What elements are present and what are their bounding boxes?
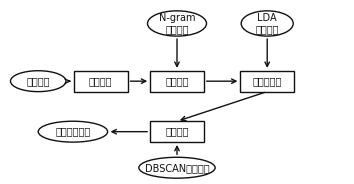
Text: N-gram
分词算法: N-gram 分词算法 (159, 13, 195, 34)
Ellipse shape (11, 71, 66, 92)
Text: 数据处理: 数据处理 (89, 76, 113, 86)
FancyBboxPatch shape (240, 71, 294, 92)
Ellipse shape (139, 157, 215, 178)
Text: 关键词提取: 关键词提取 (252, 76, 282, 86)
Text: 报文分类结果: 报文分类结果 (55, 127, 91, 137)
Ellipse shape (241, 11, 293, 36)
Text: DBSCAN报文聚类: DBSCAN报文聚类 (145, 163, 209, 173)
FancyBboxPatch shape (150, 121, 204, 142)
Text: 报文分词: 报文分词 (165, 76, 189, 86)
Text: 报文聚类: 报文聚类 (165, 127, 189, 137)
Text: 报文序列: 报文序列 (27, 76, 50, 86)
Ellipse shape (148, 11, 206, 36)
FancyBboxPatch shape (150, 71, 204, 92)
Ellipse shape (38, 121, 108, 142)
FancyBboxPatch shape (74, 71, 127, 92)
Text: LDA
主题模型: LDA 主题模型 (256, 13, 279, 34)
